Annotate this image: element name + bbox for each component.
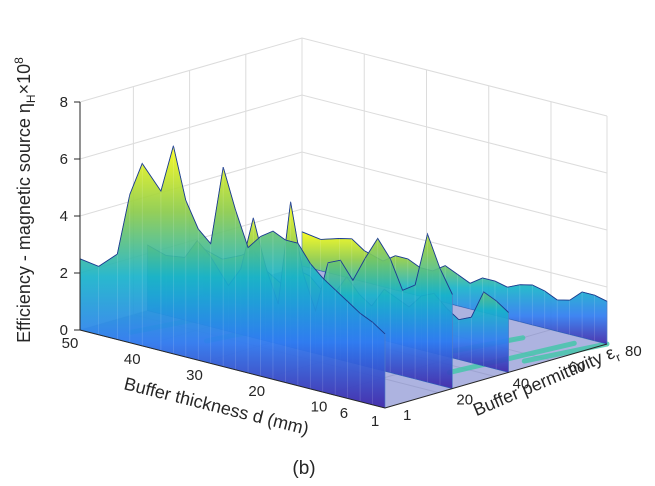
- z-tick-label: 8: [60, 94, 68, 111]
- surface-ribbons: [79, 145, 608, 409]
- grid-line-z: [79, 37, 608, 117]
- axis-lines: [79, 329, 608, 409]
- y-tick-label: 60: [569, 359, 586, 376]
- x-tick-label: 20: [248, 383, 265, 400]
- y-tick-label: 1: [403, 407, 411, 424]
- y-axis-label-sub: r: [614, 350, 623, 364]
- y-tick-label: 20: [456, 392, 473, 409]
- floor-contour-band: [446, 340, 577, 375]
- y-tick-label: 40: [513, 375, 530, 392]
- x-tick-label: 1: [371, 413, 379, 430]
- x-tick-label: 10: [311, 399, 328, 416]
- z-tick-label: 6: [60, 151, 68, 168]
- panel-label: (b): [292, 458, 315, 479]
- x-tick-label: 30: [186, 367, 203, 384]
- surface-ribbon-edge: [301, 231, 608, 302]
- floor-contour-band: [521, 341, 610, 364]
- z-axis-label: Efficiency - magnetic source ηH×108: [12, 57, 38, 343]
- grid-line-z: [79, 94, 608, 174]
- y-tick-label: 80: [625, 343, 642, 360]
- z-axis-label-main: Efficiency - magnetic source η: [14, 103, 34, 343]
- z-tick-label: 4: [60, 208, 68, 225]
- x-axis-label: Buffer thickness d (mm): [122, 374, 311, 439]
- z-tick-label: 0: [60, 322, 68, 339]
- surface-ribbon: [79, 145, 386, 409]
- z-tick-label: 2: [60, 265, 68, 282]
- surface-ribbon-edge: [79, 145, 386, 335]
- z-axis-label-sub: H: [24, 94, 38, 103]
- x-tick-label: 6: [340, 405, 348, 422]
- x-tick-label: 50: [62, 335, 79, 352]
- z-axis-label-exp: 8: [12, 57, 26, 64]
- tick-labels: 0 2 4 6 8 50 40 30 20 10 6 1 1 20 40 60 80: [60, 94, 642, 430]
- z-axis-label-mult: ×10: [14, 64, 34, 95]
- x-tick-label: 40: [124, 351, 141, 368]
